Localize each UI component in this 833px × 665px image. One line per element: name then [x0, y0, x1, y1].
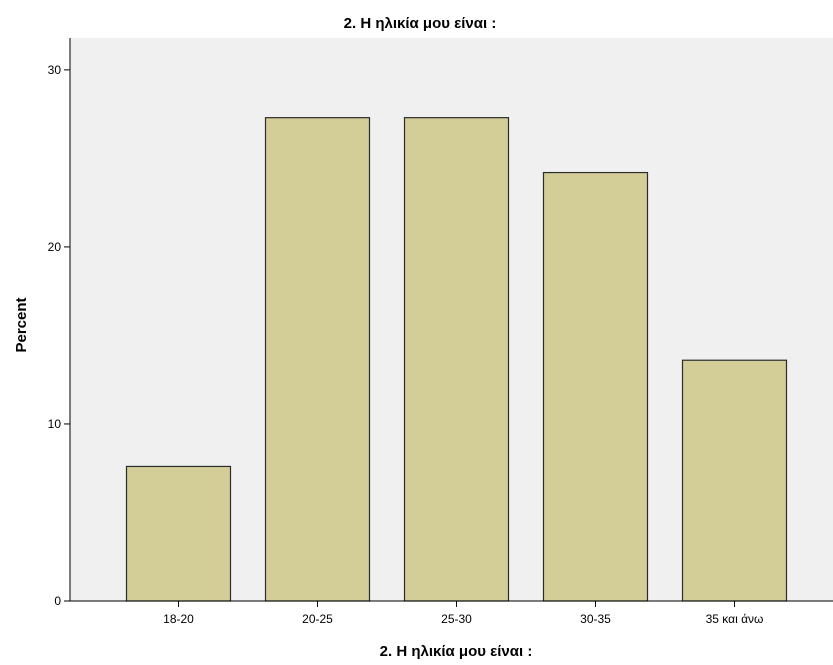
chart-title: 2. Η ηλικία μου είναι :: [344, 15, 497, 32]
bar-18-20: [125, 465, 232, 602]
x-tick-label-18-20: 18-20: [163, 612, 194, 626]
bar-30-35: [542, 171, 649, 602]
axes-group: [69, 38, 833, 602]
y-tick-label-10: 10: [48, 417, 62, 431]
x-ticks-group: 18-20 20-25 25-30 30-35 35 και άνω: [163, 601, 763, 626]
x-tick-label-20-25: 20-25: [302, 612, 333, 626]
x-tick-label-25-30: 25-30: [441, 612, 472, 626]
y-axis-label: Percent: [13, 297, 30, 352]
y-ticks-group: 0 10 20 30: [48, 63, 70, 608]
bars-group: [125, 117, 788, 602]
x-axis-label: 2. Η ηλικία μου είναι :: [380, 643, 533, 660]
x-tick-label-35 και άνω: 35 και άνω: [706, 612, 764, 626]
bar-35 και άνω: [681, 359, 788, 602]
y-tick-label-20: 20: [48, 240, 62, 254]
x-tick-label-30-35: 30-35: [580, 612, 611, 626]
bar-20-25: [264, 117, 371, 602]
y-tick-label-0: 0: [54, 594, 61, 608]
bar-25-30: [403, 117, 510, 602]
y-tick-label-30: 30: [48, 63, 62, 77]
